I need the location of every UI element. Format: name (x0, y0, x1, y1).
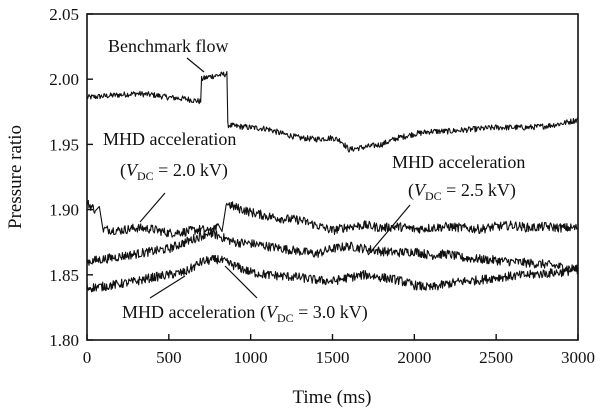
x-tick-label: 3000 (561, 348, 595, 367)
annotation-2p0-value: = 2.0 kV) (154, 160, 228, 181)
y-tick-label: 1.90 (49, 201, 79, 220)
leader-line-3p0-b (224, 265, 258, 299)
x-tick-label: 1500 (316, 348, 350, 367)
annotation-2p5-value: = 2.5 kV) (442, 180, 516, 201)
annotation-2p0-sub: DC (137, 169, 154, 183)
leader-line-benchmark (186, 57, 205, 73)
y-tick-label: 1.85 (49, 266, 79, 285)
y-tick-label: 1.80 (49, 331, 79, 350)
tick-layer: 0 500 1000 1500 2000 2500 3000 1.80 1.85 1.90 1.95… (49, 5, 595, 367)
annotation-2p0-param: (VDC = 2.0 kV) (120, 160, 228, 183)
series-layer (86, 70, 579, 293)
series-line-0 (86, 70, 579, 153)
x-tick-label: 1000 (234, 348, 268, 367)
annotation-3p0-sub: DC (277, 311, 294, 325)
y-tick-label: 1.95 (49, 135, 79, 154)
series-line-3 (86, 254, 579, 293)
annotation-2p5-open: ( (408, 180, 414, 201)
leader-line-2p0 (139, 192, 166, 223)
annotation-3p0-title: MHD acceleration (122, 302, 255, 322)
annotation-3p0-v: V (266, 302, 279, 322)
x-tick-label: 500 (156, 348, 182, 367)
leader-line-3p0-a (149, 275, 186, 299)
annotation-3p0-open: ( (255, 302, 266, 323)
x-axis-title: Time (ms) (292, 387, 371, 408)
leader-line-2p5 (367, 204, 411, 256)
annotation-2p0-open: ( (120, 160, 126, 181)
x-tick-label: 2500 (479, 348, 513, 367)
x-tick-label: 2000 (397, 348, 431, 367)
y-tick-label: 2.05 (49, 5, 79, 24)
y-tick-label: 2.00 (49, 70, 79, 89)
annotation-3p0: MHD acceleration (VDC = 3.0 kV) (122, 302, 368, 325)
y-axis-title: Pressure ratio (5, 125, 26, 229)
annotation-3p0-value: = 3.0 kV) (294, 302, 368, 323)
series-line-2 (86, 201, 579, 266)
annotation-benchmark: Benchmark flow (108, 36, 228, 56)
annotation-2p5-sub: DC (425, 189, 442, 203)
x-tick-label: 0 (83, 348, 92, 367)
annotation-2p5-param: (VDC = 2.5 kV) (408, 180, 516, 203)
annotation-2p0-title: MHD acceleration (103, 129, 236, 149)
series-line-1 (86, 199, 579, 275)
annotation-2p5-title: MHD acceleration (392, 152, 525, 172)
annotation-2p5-v: V (414, 180, 427, 200)
annotation-2p0-v: V (126, 160, 139, 180)
